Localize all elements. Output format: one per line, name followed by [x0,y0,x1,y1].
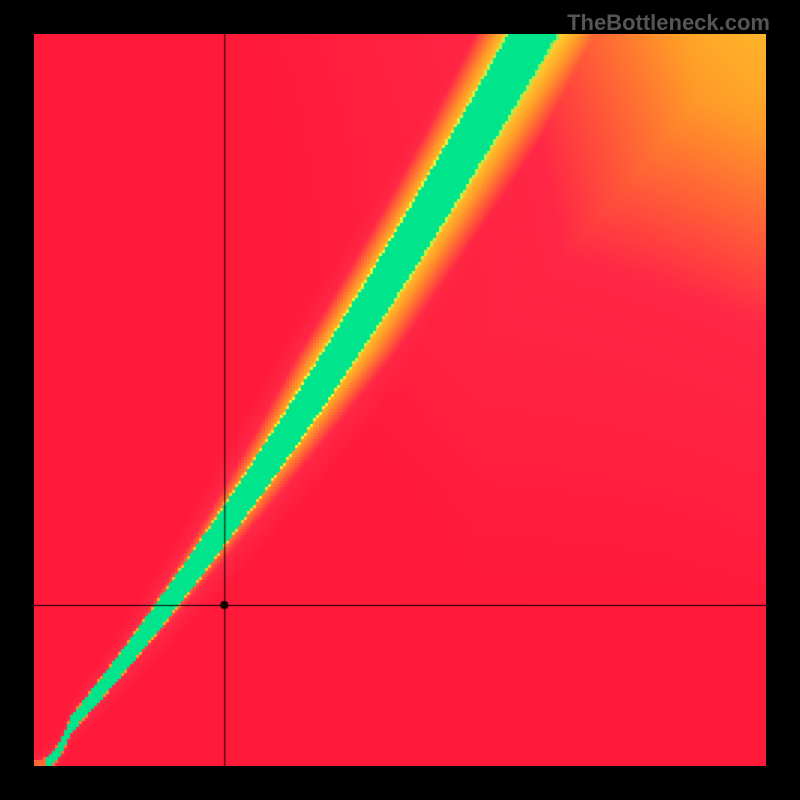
watermark-text: TheBottleneck.com [567,10,770,36]
bottleneck-heatmap [34,34,766,766]
chart-container: TheBottleneck.com [0,0,800,800]
